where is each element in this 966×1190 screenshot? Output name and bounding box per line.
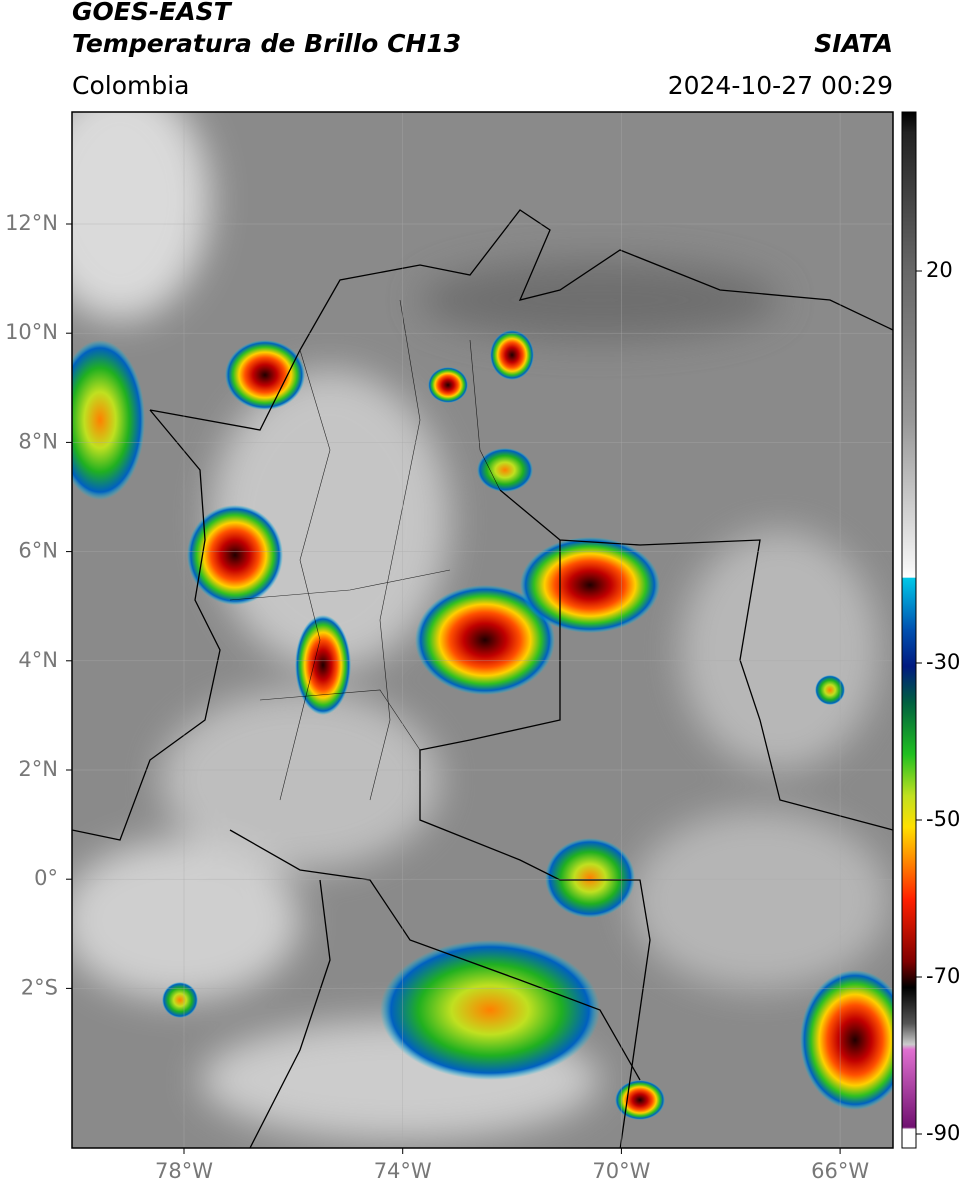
lon-label: 78°W	[155, 1159, 213, 1183]
source: SIATA	[814, 29, 893, 58]
timestamp: 2024-10-27 00:29	[668, 71, 893, 100]
lat-label: 6°N	[18, 539, 58, 563]
lat-label: 10°N	[5, 320, 58, 344]
subtitle: Temperatura de Brillo CH13	[72, 29, 461, 58]
colorbar-label: -50	[926, 807, 960, 831]
map-frame	[71, 111, 894, 1149]
lat-label: 2°N	[18, 757, 58, 781]
lat-label: 0°	[34, 866, 58, 890]
lon-label: 70°W	[592, 1159, 650, 1183]
lon-label: 74°W	[374, 1159, 432, 1183]
lat-label: 4°N	[18, 648, 58, 672]
region: Colombia	[72, 71, 189, 100]
title: GOES-EAST	[72, 0, 233, 26]
colorbar-label: -30	[926, 650, 960, 674]
colorbar-label: -70	[926, 964, 960, 988]
colorbar	[901, 111, 917, 1149]
lat-label: 12°N	[5, 211, 58, 235]
colorbar-label: -90	[926, 1121, 960, 1145]
satellite-image	[72, 112, 893, 1148]
colorbar-label: 20	[926, 258, 953, 282]
lat-label: 8°N	[18, 429, 58, 453]
lat-label: 2°S	[21, 975, 58, 999]
lon-label: 66°W	[811, 1159, 869, 1183]
